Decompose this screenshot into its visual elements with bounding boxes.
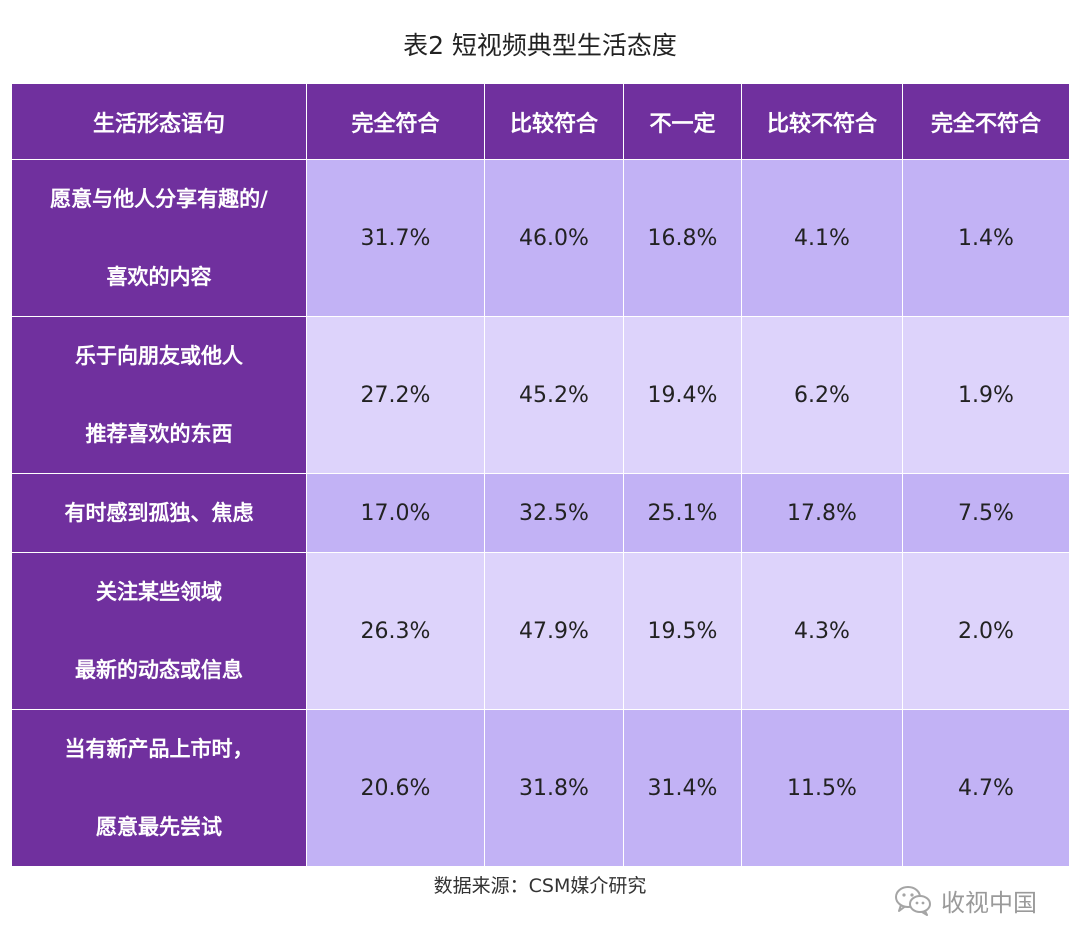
attitude-table: 生活形态语句 完全符合 比较符合 不一定 比较不符合 完全不符合 愿意与他人分享… [11, 83, 1070, 867]
value-cell: 25.1% [623, 473, 742, 553]
header-cell: 不一定 [623, 83, 742, 160]
table-title: 表2 短视频典型生活态度 [403, 31, 677, 60]
table-row: 愿意与他人分享有趣的/ 喜欢的内容 31.7% 46.0% 16.8% 4.1%… [11, 159, 1070, 317]
value-cell: 27.2% [306, 316, 485, 474]
value-cell: 47.9% [484, 552, 624, 710]
row-label: 愿意与他人分享有趣的/ 喜欢的内容 [11, 159, 307, 317]
value-cell: 6.2% [741, 316, 903, 474]
watermark-text: 收视中国 [941, 888, 1037, 917]
value-cell: 19.4% [623, 316, 742, 474]
row-label-line: 最新的动态或信息 [75, 658, 243, 682]
row-label-line: 乐于向朋友或他人 [75, 344, 243, 368]
header-row: 生活形态语句 完全符合 比较符合 不一定 比较不符合 完全不符合 [11, 83, 1070, 160]
row-label-line: 愿意与他人分享有趣的/ [50, 187, 268, 211]
data-source-note: 数据来源：CSM媒介研究 [433, 875, 647, 897]
header-cell: 比较不符合 [741, 83, 903, 160]
row-label: 当有新产品上市时， 愿意最先尝试 [11, 709, 307, 867]
table-row: 当有新产品上市时， 愿意最先尝试 20.6% 31.8% 31.4% 11.5%… [11, 709, 1070, 867]
wechat-icon [893, 884, 933, 916]
row-label-line: 有时感到孤独、焦虑 [64, 501, 254, 525]
row-label-line: 愿意最先尝试 [96, 815, 222, 839]
row-label: 乐于向朋友或他人 推荐喜欢的东西 [11, 316, 307, 474]
value-cell: 1.9% [902, 316, 1070, 474]
watermark: 收视中国 [893, 882, 1037, 918]
row-label-line: 推荐喜欢的东西 [85, 422, 233, 446]
value-cell: 31.8% [484, 709, 624, 867]
value-cell: 4.7% [902, 709, 1070, 867]
table-row: 有时感到孤独、焦虑 17.0% 32.5% 25.1% 17.8% 7.5% [11, 473, 1070, 553]
row-label: 关注某些领域 最新的动态或信息 [11, 552, 307, 710]
value-cell: 7.5% [902, 473, 1070, 553]
value-cell: 1.4% [902, 159, 1070, 317]
header-cell: 完全不符合 [902, 83, 1070, 160]
row-label-line: 当有新产品上市时， [64, 737, 254, 761]
value-cell: 31.4% [623, 709, 742, 867]
row-label: 有时感到孤独、焦虑 [11, 473, 307, 553]
value-cell: 31.7% [306, 159, 485, 317]
value-cell: 19.5% [623, 552, 742, 710]
value-cell: 16.8% [623, 159, 742, 317]
value-cell: 17.8% [741, 473, 903, 553]
header-cell: 完全符合 [306, 83, 485, 160]
value-cell: 46.0% [484, 159, 624, 317]
row-label-line: 关注某些领域 [96, 580, 222, 604]
value-cell: 2.0% [902, 552, 1070, 710]
value-cell: 4.1% [741, 159, 903, 317]
header-cell: 比较符合 [484, 83, 624, 160]
value-cell: 26.3% [306, 552, 485, 710]
table-row: 关注某些领域 最新的动态或信息 26.3% 47.9% 19.5% 4.3% 2… [11, 552, 1070, 710]
value-cell: 11.5% [741, 709, 903, 867]
value-cell: 20.6% [306, 709, 485, 867]
value-cell: 4.3% [741, 552, 903, 710]
header-cell: 生活形态语句 [11, 83, 307, 160]
value-cell: 45.2% [484, 316, 624, 474]
row-label-line: 喜欢的内容 [106, 265, 212, 289]
table-row: 乐于向朋友或他人 推荐喜欢的东西 27.2% 45.2% 19.4% 6.2% … [11, 316, 1070, 474]
value-cell: 17.0% [306, 473, 485, 553]
value-cell: 32.5% [484, 473, 624, 553]
